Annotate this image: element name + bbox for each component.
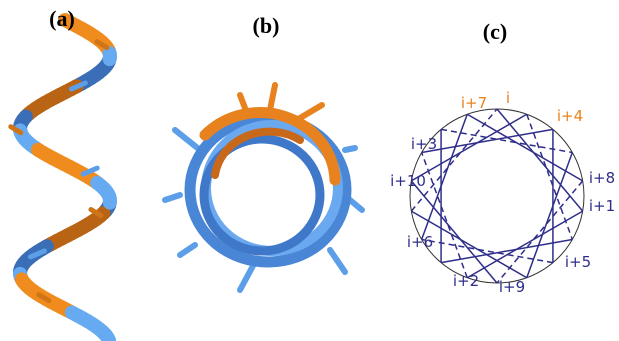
wheel-label: i+8 bbox=[589, 169, 615, 187]
wheel-label: i+2 bbox=[453, 272, 479, 290]
panel-label: (c) bbox=[483, 19, 507, 44]
wheel-label: i+3 bbox=[411, 135, 437, 153]
wheel-label: i+6 bbox=[407, 233, 433, 251]
wheel-label: i+9 bbox=[499, 278, 525, 296]
helix-side-view bbox=[11, 20, 110, 341]
wheel-label: i+4 bbox=[557, 107, 583, 125]
wheel-label: i bbox=[506, 89, 510, 107]
panel-label: (a) bbox=[49, 6, 75, 31]
helix-top-view bbox=[165, 85, 362, 290]
wheel-label: i+10 bbox=[390, 172, 426, 190]
wheel-label: i+5 bbox=[565, 253, 591, 271]
figure: (a) (b) (c) i i+7 i+4 i+3 i+8 i+10 i+1 i+6 i+5 i+… bbox=[0, 0, 619, 341]
helix-tube bbox=[107, 337, 109, 340]
wheel-label: i+1 bbox=[589, 197, 615, 215]
panel-label: (b) bbox=[253, 13, 280, 38]
wheel-label: i+7 bbox=[461, 94, 487, 112]
